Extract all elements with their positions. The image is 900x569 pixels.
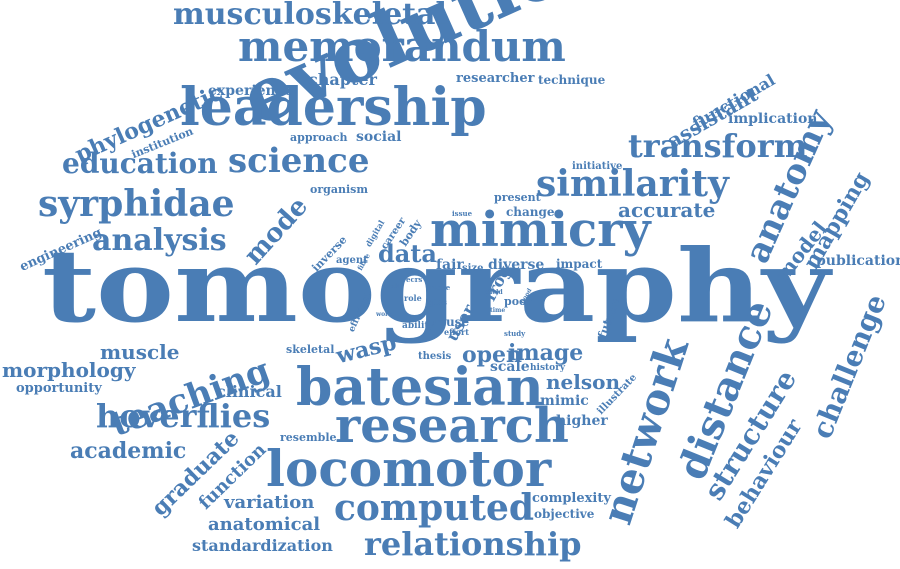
word: more — [430, 283, 451, 292]
word: leadership — [180, 77, 487, 138]
word: data — [378, 239, 437, 268]
word: scale — [490, 359, 530, 375]
word: computed — [334, 487, 535, 529]
word: memorandum — [238, 22, 566, 71]
word: transform — [628, 127, 808, 165]
word: higher — [556, 413, 608, 429]
word: musculoskeletal — [173, 0, 447, 32]
word: opportunity — [16, 381, 102, 396]
word: publication — [816, 253, 900, 269]
word: hoverflies — [96, 397, 271, 435]
word: size — [462, 263, 484, 274]
word: researcher — [456, 71, 535, 86]
word: ability — [402, 321, 434, 331]
word: complexity — [532, 491, 611, 506]
word: history — [530, 363, 566, 373]
word: study — [504, 329, 526, 338]
word: science — [228, 141, 370, 181]
word: nelson — [546, 370, 621, 394]
word: poor — [504, 295, 533, 308]
word: reuse — [432, 315, 470, 329]
word: academic — [70, 438, 187, 464]
word: ecrs — [406, 275, 423, 284]
word: social — [356, 129, 402, 145]
word: chapter — [308, 70, 377, 89]
word: analysis — [92, 223, 227, 258]
word: variation — [224, 492, 315, 513]
word: education — [62, 147, 218, 180]
word: mimic — [540, 393, 589, 409]
word: fair — [436, 257, 464, 273]
word: field — [488, 289, 503, 296]
word: anatomical — [208, 514, 321, 535]
word: gtas — [428, 297, 447, 307]
word: relationship — [364, 525, 582, 563]
word: issue — [452, 209, 473, 218]
word: time — [490, 307, 506, 314]
word: technique — [538, 73, 606, 87]
word: approach — [290, 131, 348, 144]
word: skeletal — [286, 343, 335, 356]
word: resemble — [280, 431, 337, 444]
word: effort — [444, 327, 469, 337]
word: research — [335, 398, 569, 454]
word: mimicry — [430, 202, 651, 258]
word: implication — [728, 111, 818, 127]
word: muscle — [100, 340, 180, 364]
word: accurate — [618, 198, 716, 222]
word: agent — [336, 255, 368, 266]
word: locomotor — [266, 439, 552, 498]
word: diverse — [488, 257, 545, 273]
word: initiative — [572, 161, 623, 172]
word: present — [494, 191, 541, 204]
word: impact — [556, 257, 603, 271]
word: organism — [310, 183, 368, 196]
word: batesian — [296, 357, 544, 418]
word: tomography — [42, 227, 831, 345]
word: standardization — [192, 536, 333, 555]
word: experience — [208, 83, 294, 99]
word: clinical — [216, 382, 282, 401]
word: image — [508, 340, 584, 366]
word: thesis — [418, 351, 452, 362]
word: similarity — [536, 163, 729, 205]
word: open — [462, 342, 523, 368]
word: syrphidae — [38, 183, 235, 225]
word: morphology — [2, 358, 136, 382]
word: adult — [382, 283, 400, 290]
word: role — [404, 293, 422, 303]
word: work — [376, 311, 393, 318]
word: change — [506, 205, 555, 219]
word: objective — [534, 507, 595, 521]
